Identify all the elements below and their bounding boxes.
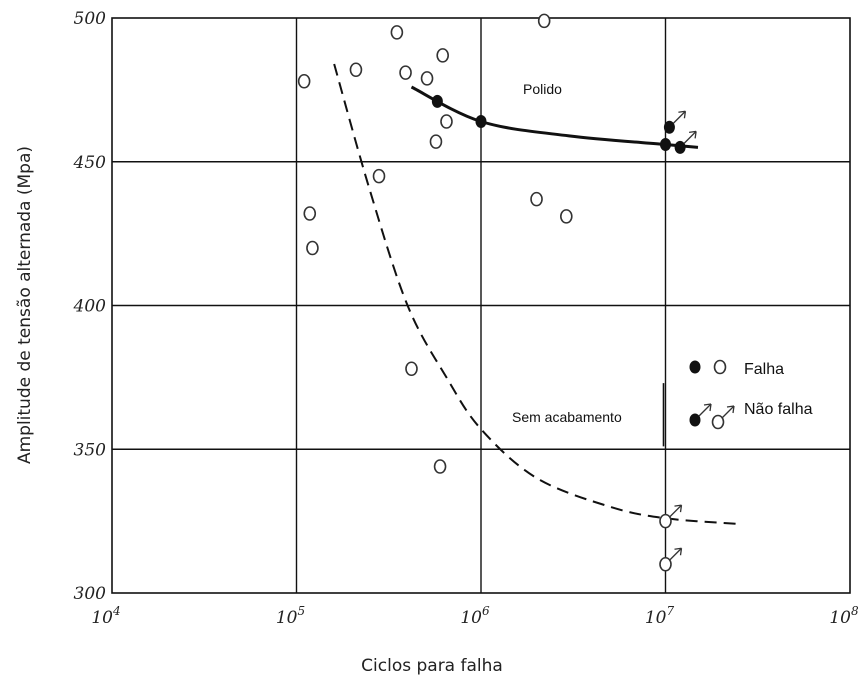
trend-curves	[333, 63, 739, 525]
x-tick-label: 105	[276, 604, 305, 628]
sem-acabamento-point	[436, 48, 449, 63]
sem-acabamento-point	[372, 168, 386, 184]
x-axis-title: Ciclos para falha	[361, 656, 503, 676]
sem-acabamento-point	[420, 71, 434, 86]
polido-point	[660, 138, 671, 151]
x-tick-label: 107	[645, 604, 675, 628]
polido-point	[475, 115, 487, 128]
sem-acabamento-point	[433, 459, 447, 474]
x-tick-label: 106	[460, 604, 490, 628]
legend: Falha Não falha	[689, 359, 813, 430]
y-tick-label: 450	[73, 153, 107, 173]
sem-acabamento-point	[297, 73, 311, 89]
sem-acabamento-point	[659, 513, 672, 529]
y-tick-label: 400	[73, 297, 107, 317]
sem-acabamento-point	[303, 206, 317, 221]
tick-labels: 104 105 106 107 108 300 350 400 450 500	[73, 9, 859, 628]
polido-point	[674, 140, 686, 154]
runout-arrowhead	[726, 405, 735, 414]
runout-arrowhead	[703, 403, 712, 412]
runout-arrow	[721, 405, 735, 419]
x-tick-label: 108	[829, 604, 859, 628]
sem-acabamento-point	[537, 13, 551, 29]
sem-acabamento-point	[349, 62, 363, 78]
runout-arrow	[683, 130, 697, 144]
polido-point	[663, 120, 675, 134]
legend-label-nao-falha: Não falha	[744, 401, 813, 418]
sem-acabamento-point	[440, 114, 453, 129]
sem-acabamento-point	[560, 209, 573, 224]
runout-arrowhead	[674, 504, 683, 513]
sem-acabamento-point	[306, 240, 319, 256]
y-tick-label: 300	[74, 584, 107, 604]
legend-falha-open-symbol	[713, 359, 727, 375]
legend-label-falha: Falha	[744, 361, 784, 378]
dashed-fit-curve	[333, 63, 739, 525]
sem-acabamento-point	[429, 134, 443, 149]
runout-arrow	[672, 110, 686, 124]
sem-acabamento-point	[405, 361, 418, 377]
runout-arrowhead	[674, 547, 683, 556]
runout-arrow	[669, 504, 682, 518]
runout-arrowhead	[689, 130, 697, 139]
runout-arrow	[669, 547, 682, 561]
annotation-sem-acabamento: Sem acabamento	[512, 409, 622, 425]
y-tick-label: 500	[74, 9, 107, 29]
data-points	[297, 13, 697, 572]
sem-acabamento-point	[399, 65, 412, 80]
polido-point	[431, 94, 443, 108]
sem-acabamento-point	[659, 556, 672, 572]
runout-arrowhead	[678, 110, 687, 119]
legend-nao-falha-open-symbol	[711, 414, 725, 430]
runout-arrow	[698, 403, 712, 417]
x-tick-label: 104	[91, 604, 120, 628]
y-tick-label: 350	[74, 440, 107, 460]
y-axis-title: Amplitude de tensão alternada (Mpa)	[15, 146, 35, 464]
legend-nao-falha-filled-symbol	[689, 413, 701, 427]
legend-falha-filled-symbol	[689, 360, 701, 374]
sem-acabamento-point	[390, 25, 404, 40]
grid	[111, 17, 851, 594]
annotation-polido: Polido	[523, 81, 562, 97]
sem-acabamento-point	[530, 191, 543, 207]
